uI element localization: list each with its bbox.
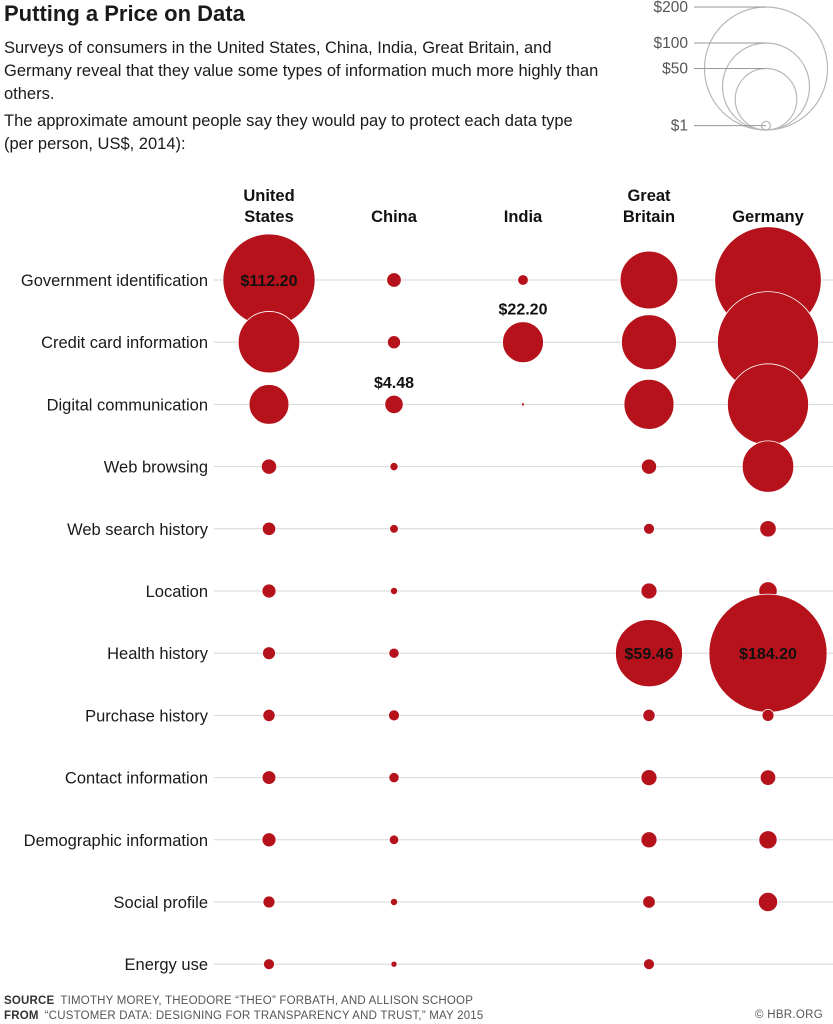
data-label: $59.46: [625, 646, 674, 663]
footer: SOURCE TIMOTHY MOREY, THEODORE “THEO” FOR…: [4, 994, 483, 1024]
row-label: Location: [146, 583, 208, 601]
column-header: United: [243, 187, 294, 205]
row-label: Contact information: [65, 770, 208, 788]
column-header: Germany: [732, 208, 804, 226]
bubble: [389, 524, 399, 534]
bubble: [643, 958, 655, 971]
bubble: [761, 709, 775, 722]
source-text: TIMOTHY MOREY, THEODORE “THEO” FORBATH, …: [60, 995, 474, 1007]
legend-label: $50: [662, 60, 688, 77]
bubble: [261, 521, 277, 536]
bubble: [623, 379, 675, 430]
bubble: [237, 311, 301, 374]
bubble: [388, 709, 400, 722]
from-text: “CUSTOMER DATA: DESIGNING FOR TRANSPAREN…: [44, 1010, 484, 1022]
chart-subtitle: Surveys of consumers in the United State…: [4, 39, 599, 103]
chart-note: The approximate amount people say they w…: [4, 112, 573, 153]
bubble: [757, 891, 779, 913]
bubble: [759, 520, 777, 538]
bubble: [390, 960, 398, 968]
bubble: [389, 462, 399, 472]
row-label: Web search history: [67, 521, 209, 539]
legend-label: $1: [671, 118, 688, 135]
bubble: [521, 402, 526, 407]
bubble: [262, 895, 276, 909]
bubble: [642, 708, 656, 722]
bubble: [502, 321, 544, 364]
row-label: Credit card information: [41, 334, 208, 352]
data-label: $22.20: [499, 302, 548, 319]
bubble: [388, 834, 400, 845]
bubble-chart: Government identification Credit card inf…: [21, 0, 833, 974]
bubble: [640, 458, 658, 475]
bubble: [640, 831, 658, 849]
bubble: [389, 586, 399, 596]
bubble: [387, 335, 401, 350]
bubble: [248, 384, 290, 425]
source-line: SOURCE TIMOTHY MOREY, THEODORE “THEO” FOR…: [4, 994, 483, 1009]
bubble: [388, 772, 400, 784]
bubble: [261, 832, 277, 848]
from-line: FROM “CUSTOMER DATA: DESIGNING FOR TRANSP…: [4, 1009, 483, 1024]
data-label: $184.20: [739, 646, 797, 663]
bubble: [260, 458, 278, 475]
bubble: [640, 582, 658, 600]
column-header: India: [504, 208, 543, 226]
bubble: [388, 647, 400, 659]
bubble: [619, 250, 679, 310]
bubble: [727, 363, 809, 446]
credit: © HBR.ORG: [754, 1009, 823, 1021]
bubble: [384, 394, 404, 415]
bubble: [741, 440, 795, 493]
row-label: Government identification: [21, 272, 208, 290]
legend-circle: [721, 42, 811, 131]
legend-label: $200: [654, 0, 689, 16]
bubble: [262, 646, 276, 661]
bubble: [758, 830, 778, 850]
column-header: States: [244, 208, 294, 226]
column-header: Britain: [623, 208, 675, 226]
bubble: [386, 272, 402, 288]
row-label: Web browsing: [104, 459, 208, 477]
bubble: [262, 708, 276, 722]
bubble: [517, 274, 529, 286]
bubble: [759, 769, 777, 786]
row-label: Digital communication: [47, 396, 208, 414]
bubble: [640, 769, 658, 787]
column-header: Great: [627, 187, 671, 205]
bubble: [261, 770, 277, 785]
bubble: [642, 895, 656, 909]
bubble: [389, 897, 399, 907]
bubble: [263, 958, 275, 971]
bubble: [621, 314, 677, 371]
chart-title: Putting a Price on Data: [4, 1, 245, 26]
from-key: FROM: [4, 1010, 39, 1022]
legend-label: $100: [654, 35, 689, 52]
row-label: Purchase history: [85, 707, 209, 725]
row-label: Health history: [107, 645, 209, 663]
row-label: Energy use: [125, 956, 208, 974]
row-label: Social profile: [114, 894, 208, 912]
data-label: $4.48: [374, 375, 414, 392]
source-key: SOURCE: [4, 995, 55, 1007]
bubble: [261, 583, 277, 599]
bubble: [615, 619, 683, 688]
column-header: China: [371, 208, 418, 226]
bubble: [643, 522, 655, 535]
data-label: $112.20: [241, 273, 298, 290]
row-label: Demographic information: [24, 832, 208, 850]
